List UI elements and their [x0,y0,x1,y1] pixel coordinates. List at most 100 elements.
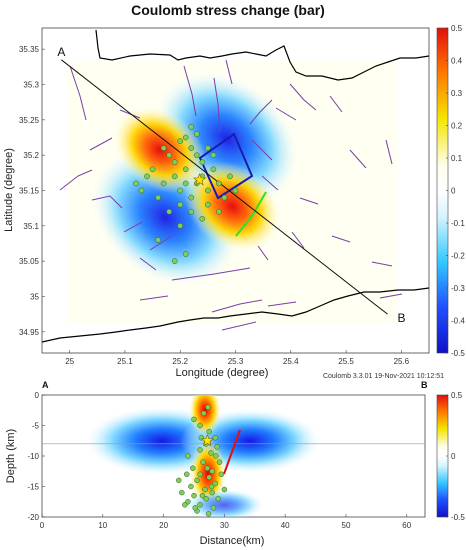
epicenter-dot [188,124,195,130]
hypocenter-dot [185,453,191,459]
section-lobe-red-top [189,395,221,436]
y-tick-label: -5 [32,422,40,431]
epicenter-dot [199,215,206,222]
hypocenter-dot [221,486,228,493]
epicenter-dot [182,166,189,173]
x-tick-label: 25.3 [228,357,244,366]
hypocenter-dot [183,471,190,478]
epicenter-dot [138,187,145,194]
section-colorbar-ticks: 0.5 0 -0.5 [446,391,465,522]
epicenter-dot [166,152,173,159]
hypocenter-dot [216,459,223,465]
epicenter-dot [182,134,189,141]
epicenter-dot [149,166,156,173]
y-tick-label: 35.1 [23,222,39,231]
hypocenter-dot [209,489,215,496]
fault-trace-green [235,191,267,237]
x-tick-label: 25.6 [394,357,410,366]
hypocenter-dot [199,492,206,499]
epicenter-dot [155,237,161,243]
hypocenter-dot [200,410,207,417]
colorbar-tick-label: -0.5 [451,513,465,522]
map-x-ticks: 25 25.1 25.2 25.3 25.4 25.5 25.6 [65,350,410,366]
colorbar-tick-label: -0.3 [451,284,465,293]
epicenter-dot [171,258,178,265]
epicenter-dot [171,159,178,166]
stress-lobe-red-sw [113,106,206,193]
y-tick-label: 35.3 [23,81,39,90]
epicenter-dot [199,159,206,166]
hypocenter-dot [191,492,197,499]
epicenter-dot [133,180,139,187]
hypocenter-dot [218,471,225,478]
fault-lines [59,59,403,331]
colorbar-tick-label: -0.5 [451,349,465,358]
mainshock-star-section [200,433,215,447]
hypocenter-dot [197,422,203,429]
section-y-ticks: 0 -5 -10 -15 -20 [27,391,45,522]
epicenter-dot [166,208,173,215]
hypocenter-dot [210,505,217,511]
epicenter-dot [232,187,239,194]
section-x-ticks: 0 10 20 30 40 50 60 [40,514,412,530]
map-y-axis-label: Latitude (degree) [3,148,15,232]
hypocenter-dot [205,511,212,517]
colorbar-tick-label: 0.3 [451,89,463,98]
epicenter-dot [182,251,189,257]
epicenter-dot [205,145,211,151]
section-y-axis-label: Depth (km) [5,429,17,483]
hypocenter-dot [213,453,219,459]
epicenter-dot [155,194,161,201]
profile-line-a-b [61,59,388,315]
chart-title: Coulomb stress change (bar) [131,2,325,18]
coastline-north [95,29,429,81]
epicenter-dot [188,208,195,215]
y-tick-label: -20 [27,513,39,522]
x-tick-label: 50 [342,521,351,530]
software-footer: Coulomb 3.3.01 19-Nov-2021 10:12:51 [323,373,444,380]
colorbar-tick-label: -0.4 [451,317,465,326]
x-tick-label: 60 [402,521,411,530]
x-tick-label: 25.1 [117,357,133,366]
section-label-a: A [42,380,49,390]
colorbar-tick-label: 0.5 [451,24,463,33]
colorbar-tick-label: 0 [451,452,456,461]
section-fault-trace [223,429,241,475]
colorbar-tick-label: 0.2 [451,122,463,131]
section-panel: A B 0 10 20 30 40 50 60 0 -5 -10 -15 -20 Distance(… [5,380,465,547]
hypocenter-dot [214,444,220,450]
epicenter-dot [177,222,184,229]
hypocenter-dot [206,474,212,481]
epicenter-dot [216,208,222,215]
hypocenter-dot [215,495,222,502]
epicenter-dot [177,201,184,208]
hypocenter-cluster [176,404,228,517]
epicenter-dot [160,145,167,151]
hypocenter-dot [208,483,215,490]
hypocenter-dot [191,416,197,423]
fault-plane-outline [198,132,254,200]
epicenter-dot [227,173,233,180]
y-tick-label: 35.15 [19,187,40,196]
epicenter-dot [144,173,150,180]
colorbar-tick-label: -0.2 [451,252,465,261]
map-colorbar-ticks: 0.5 0.4 0.3 0.2 0.1 0 -0.1 -0.2 -0.3 -0.4 -0.5 [446,24,465,358]
epicenter-dot [216,180,222,187]
epicenter-dot [171,173,178,180]
mainshock-star [192,172,207,186]
hypocenter-dot [188,483,194,490]
epicenter-dot [205,187,211,194]
hypocenter-dot [208,450,214,456]
x-tick-label: 0 [40,521,45,530]
x-tick-label: 25 [65,357,74,366]
profile-label-a: A [57,45,65,59]
hypocenter-dot [182,502,188,508]
y-tick-label: 35.05 [19,257,40,266]
y-tick-label: 35.35 [19,45,40,54]
hypocenter-dot [202,486,208,493]
epicenter-dot [193,152,200,159]
hypocenter-dot [200,459,206,465]
colorbar-tick-label: 0 [451,187,456,196]
hypocenter-dot [194,477,200,484]
epicenter-dot [205,201,211,208]
